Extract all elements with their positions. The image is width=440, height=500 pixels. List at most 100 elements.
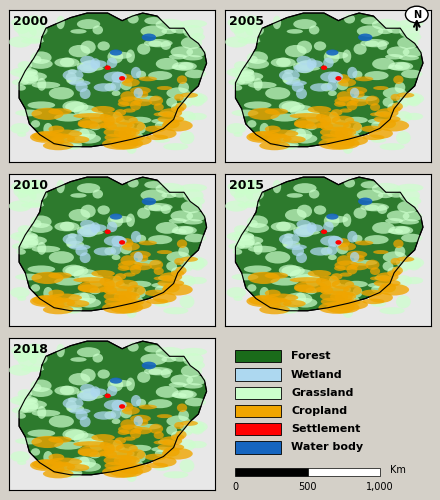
Ellipse shape bbox=[149, 96, 163, 106]
Ellipse shape bbox=[225, 36, 248, 48]
Ellipse shape bbox=[271, 114, 299, 122]
Ellipse shape bbox=[340, 272, 352, 276]
Ellipse shape bbox=[244, 102, 271, 109]
Ellipse shape bbox=[233, 249, 242, 254]
Ellipse shape bbox=[77, 298, 101, 308]
Ellipse shape bbox=[355, 76, 373, 82]
Ellipse shape bbox=[130, 136, 144, 141]
Ellipse shape bbox=[67, 405, 84, 412]
Ellipse shape bbox=[119, 468, 139, 475]
Ellipse shape bbox=[316, 112, 340, 123]
Ellipse shape bbox=[299, 224, 316, 234]
Ellipse shape bbox=[265, 290, 281, 297]
Ellipse shape bbox=[362, 134, 385, 140]
Ellipse shape bbox=[89, 288, 101, 294]
Ellipse shape bbox=[374, 112, 392, 116]
Ellipse shape bbox=[387, 46, 410, 58]
Ellipse shape bbox=[54, 442, 82, 450]
Ellipse shape bbox=[31, 272, 63, 284]
Ellipse shape bbox=[272, 298, 287, 303]
Ellipse shape bbox=[324, 50, 340, 64]
Ellipse shape bbox=[321, 247, 333, 256]
Ellipse shape bbox=[78, 110, 104, 118]
Ellipse shape bbox=[21, 180, 45, 186]
Ellipse shape bbox=[111, 236, 126, 247]
Ellipse shape bbox=[323, 58, 334, 68]
Ellipse shape bbox=[396, 295, 411, 308]
Ellipse shape bbox=[393, 76, 403, 84]
Ellipse shape bbox=[231, 110, 258, 116]
Ellipse shape bbox=[104, 462, 122, 469]
Ellipse shape bbox=[60, 144, 82, 150]
Ellipse shape bbox=[323, 120, 351, 131]
Ellipse shape bbox=[319, 116, 341, 123]
Ellipse shape bbox=[70, 357, 87, 362]
Ellipse shape bbox=[299, 230, 320, 235]
Ellipse shape bbox=[343, 50, 351, 63]
Ellipse shape bbox=[234, 296, 243, 301]
Ellipse shape bbox=[153, 292, 176, 303]
Ellipse shape bbox=[64, 132, 87, 141]
Ellipse shape bbox=[234, 18, 262, 30]
Ellipse shape bbox=[120, 402, 133, 411]
Ellipse shape bbox=[331, 109, 342, 116]
Ellipse shape bbox=[327, 80, 337, 91]
Ellipse shape bbox=[279, 100, 301, 112]
Ellipse shape bbox=[134, 416, 143, 426]
Ellipse shape bbox=[230, 184, 247, 198]
Ellipse shape bbox=[91, 388, 106, 396]
Ellipse shape bbox=[176, 266, 192, 272]
Ellipse shape bbox=[49, 87, 74, 100]
Ellipse shape bbox=[161, 192, 176, 198]
Ellipse shape bbox=[244, 266, 271, 273]
Ellipse shape bbox=[345, 116, 368, 123]
Ellipse shape bbox=[276, 222, 291, 231]
Ellipse shape bbox=[296, 225, 314, 237]
Ellipse shape bbox=[103, 291, 140, 302]
Ellipse shape bbox=[144, 181, 163, 188]
Polygon shape bbox=[19, 13, 207, 146]
Ellipse shape bbox=[128, 342, 139, 351]
Ellipse shape bbox=[134, 252, 143, 262]
Ellipse shape bbox=[384, 282, 396, 289]
Ellipse shape bbox=[331, 273, 342, 280]
Ellipse shape bbox=[69, 456, 96, 469]
Ellipse shape bbox=[271, 134, 292, 143]
Ellipse shape bbox=[110, 408, 121, 420]
Ellipse shape bbox=[65, 102, 88, 112]
Ellipse shape bbox=[55, 464, 69, 470]
Ellipse shape bbox=[75, 410, 88, 420]
Ellipse shape bbox=[110, 244, 121, 255]
Ellipse shape bbox=[118, 96, 142, 106]
Ellipse shape bbox=[350, 88, 359, 98]
Circle shape bbox=[321, 66, 327, 70]
Ellipse shape bbox=[166, 88, 190, 99]
Ellipse shape bbox=[180, 256, 208, 269]
Ellipse shape bbox=[154, 104, 164, 111]
Ellipse shape bbox=[55, 134, 70, 138]
Ellipse shape bbox=[18, 225, 32, 234]
Ellipse shape bbox=[320, 291, 356, 302]
Ellipse shape bbox=[104, 72, 127, 82]
Ellipse shape bbox=[271, 300, 285, 306]
Ellipse shape bbox=[346, 264, 357, 274]
Ellipse shape bbox=[191, 197, 205, 205]
Ellipse shape bbox=[69, 128, 96, 141]
Ellipse shape bbox=[328, 236, 342, 247]
Ellipse shape bbox=[344, 178, 355, 188]
Ellipse shape bbox=[343, 285, 362, 296]
Ellipse shape bbox=[78, 448, 99, 456]
Ellipse shape bbox=[29, 24, 48, 36]
Ellipse shape bbox=[228, 243, 245, 250]
Ellipse shape bbox=[234, 25, 253, 39]
Text: Cropland: Cropland bbox=[291, 406, 347, 416]
Ellipse shape bbox=[379, 276, 391, 280]
Ellipse shape bbox=[17, 132, 26, 137]
Ellipse shape bbox=[142, 34, 156, 41]
Ellipse shape bbox=[18, 25, 37, 39]
Ellipse shape bbox=[32, 384, 41, 392]
Ellipse shape bbox=[183, 219, 203, 224]
Ellipse shape bbox=[19, 238, 38, 249]
Ellipse shape bbox=[27, 430, 55, 437]
Ellipse shape bbox=[293, 298, 317, 308]
